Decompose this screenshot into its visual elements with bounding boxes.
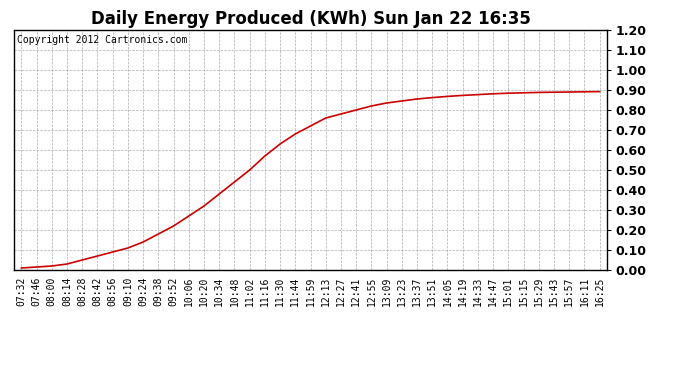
Title: Daily Energy Produced (KWh) Sun Jan 22 16:35: Daily Energy Produced (KWh) Sun Jan 22 1… xyxy=(90,10,531,28)
Text: Copyright 2012 Cartronics.com: Copyright 2012 Cartronics.com xyxy=(17,35,187,45)
